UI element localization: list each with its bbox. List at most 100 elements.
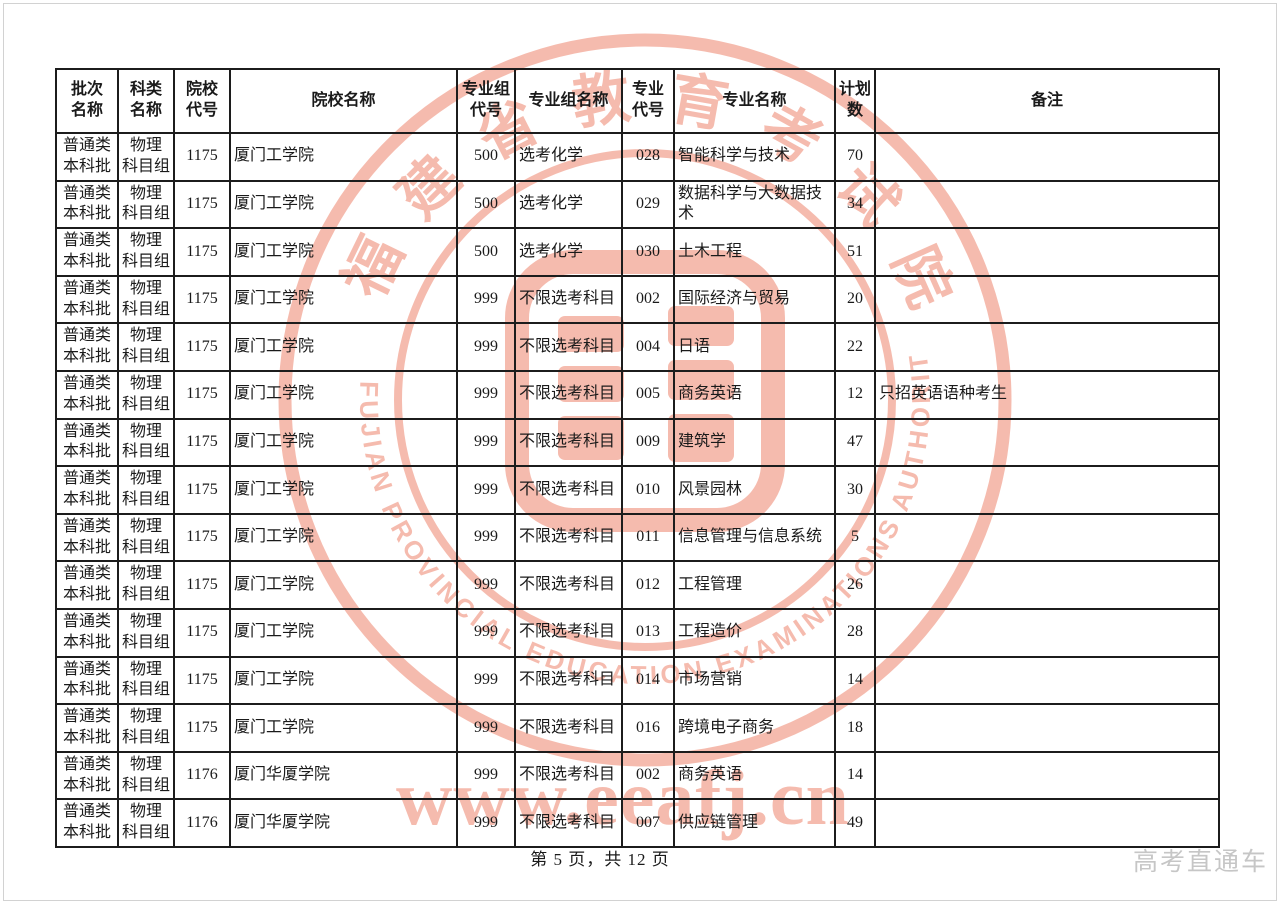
cell-subject: 物理 科目组 bbox=[117, 322, 175, 372]
table-row: 普通类 本科批 物理 科目组 1175 厦门工学院 500 选考化学 030 土木工程 51 bbox=[55, 227, 1220, 277]
cell-school_name: 厦门工学院 bbox=[229, 227, 458, 277]
cell-subject: 物理 科目组 bbox=[117, 655, 175, 706]
cell-major_code: 011 bbox=[621, 512, 675, 563]
cell-major_name: 商务英语 bbox=[673, 369, 836, 420]
cell-remark: 只招英语语种考生 bbox=[874, 369, 1220, 420]
cell-major_name: 国际经济与贸易 bbox=[673, 274, 836, 325]
cell-group_code: 500 bbox=[456, 132, 516, 182]
cell-remark bbox=[874, 750, 1220, 801]
cell-plan_count: 47 bbox=[834, 417, 876, 468]
cell-group_code: 999 bbox=[456, 798, 516, 848]
cell-school_code: 1175 bbox=[173, 703, 231, 753]
cell-plan_count: 14 bbox=[834, 655, 876, 706]
table-row: 普通类 本科批 物理 科目组 1175 厦门工学院 999 不限选考科目 004 日语 22 bbox=[55, 322, 1220, 372]
cell-major_code: 002 bbox=[621, 274, 675, 325]
cell-group_code: 999 bbox=[456, 703, 516, 753]
cell-group_code: 999 bbox=[456, 322, 516, 372]
cell-subject: 物理 科目组 bbox=[117, 274, 175, 325]
cell-group_name: 选考化学 bbox=[514, 227, 623, 277]
cell-school_name: 厦门工学院 bbox=[229, 417, 458, 468]
cell-major_name: 工程管理 bbox=[673, 560, 836, 610]
cell-school_code: 1175 bbox=[173, 465, 231, 515]
header-group-name: 专业组名称 bbox=[514, 68, 623, 134]
cell-remark bbox=[874, 274, 1220, 325]
cell-plan_count: 22 bbox=[834, 322, 876, 372]
table-row: 普通类 本科批 物理 科目组 1175 厦门工学院 999 不限选考科目 010 风景园林 30 bbox=[55, 465, 1220, 515]
admission-plan-table: 批次 名称 科类 名称 院校 代号 院校名称 专业组 代号 专业组名称 专业 代… bbox=[55, 68, 1220, 848]
table-row: 普通类 本科批 物理 科目组 1175 厦门工学院 999 不限选考科目 013 工程造价 28 bbox=[55, 607, 1220, 658]
table-row: 普通类 本科批 物理 科目组 1175 厦门工学院 999 不限选考科目 009 建筑学 47 bbox=[55, 417, 1220, 468]
cell-remark bbox=[874, 322, 1220, 372]
brand-watermark: 高考直通车 bbox=[1132, 848, 1268, 876]
cell-major_code: 012 bbox=[621, 560, 675, 610]
cell-school_code: 1175 bbox=[173, 132, 231, 182]
cell-school_name: 厦门华厦学院 bbox=[229, 798, 458, 848]
cell-major_code: 002 bbox=[621, 750, 675, 801]
cell-major_name: 工程造价 bbox=[673, 607, 836, 658]
cell-school_name: 厦门工学院 bbox=[229, 465, 458, 515]
cell-remark bbox=[874, 655, 1220, 706]
cell-school_code: 1175 bbox=[173, 560, 231, 610]
cell-group_code: 999 bbox=[456, 512, 516, 563]
cell-school_name: 厦门工学院 bbox=[229, 322, 458, 372]
cell-batch: 普通类 本科批 bbox=[55, 274, 119, 325]
cell-major_code: 005 bbox=[621, 369, 675, 420]
cell-group_code: 500 bbox=[456, 227, 516, 277]
cell-plan_count: 49 bbox=[834, 798, 876, 848]
cell-group_name: 不限选考科目 bbox=[514, 560, 623, 610]
cell-remark bbox=[874, 227, 1220, 277]
cell-school_code: 1175 bbox=[173, 607, 231, 658]
cell-school_code: 1175 bbox=[173, 274, 231, 325]
cell-group_name: 选考化学 bbox=[514, 179, 623, 230]
cell-batch: 普通类 本科批 bbox=[55, 798, 119, 848]
cell-group_name: 选考化学 bbox=[514, 132, 623, 182]
cell-plan_count: 20 bbox=[834, 274, 876, 325]
cell-batch: 普通类 本科批 bbox=[55, 227, 119, 277]
cell-major_name: 市场营销 bbox=[673, 655, 836, 706]
cell-school_code: 1175 bbox=[173, 369, 231, 420]
cell-plan_count: 18 bbox=[834, 703, 876, 753]
cell-major_code: 013 bbox=[621, 607, 675, 658]
cell-school_code: 1175 bbox=[173, 417, 231, 468]
cell-remark bbox=[874, 798, 1220, 848]
page-number: 第 5 页，共 12 页 bbox=[530, 850, 670, 869]
cell-plan_count: 51 bbox=[834, 227, 876, 277]
table-row: 普通类 本科批 物理 科目组 1175 厦门工学院 500 选考化学 029 数据科学与大数据… bbox=[55, 179, 1220, 230]
cell-major_name: 土木工程 bbox=[673, 227, 836, 277]
cell-group_name: 不限选考科目 bbox=[514, 607, 623, 658]
cell-subject: 物理 科目组 bbox=[117, 417, 175, 468]
cell-subject: 物理 科目组 bbox=[117, 227, 175, 277]
cell-group_name: 不限选考科目 bbox=[514, 798, 623, 848]
cell-major_code: 004 bbox=[621, 322, 675, 372]
cell-group_code: 999 bbox=[456, 560, 516, 610]
cell-major_name: 商务英语 bbox=[673, 750, 836, 801]
cell-major_name: 建筑学 bbox=[673, 417, 836, 468]
cell-batch: 普通类 本科批 bbox=[55, 179, 119, 230]
cell-subject: 物理 科目组 bbox=[117, 750, 175, 801]
header-batch-name: 批次 名称 bbox=[55, 68, 119, 134]
cell-subject: 物理 科目组 bbox=[117, 465, 175, 515]
cell-remark bbox=[874, 607, 1220, 658]
cell-major_name: 日语 bbox=[673, 322, 836, 372]
cell-group_code: 999 bbox=[456, 750, 516, 801]
cell-plan_count: 12 bbox=[834, 369, 876, 420]
cell-school_name: 厦门华厦学院 bbox=[229, 750, 458, 801]
cell-group_code: 999 bbox=[456, 369, 516, 420]
cell-school_code: 1175 bbox=[173, 655, 231, 706]
cell-major_name: 数据科学与大数据技术 bbox=[673, 179, 836, 230]
cell-major_name: 风景园林 bbox=[673, 465, 836, 515]
cell-subject: 物理 科目组 bbox=[117, 798, 175, 848]
cell-school_name: 厦门工学院 bbox=[229, 179, 458, 230]
cell-major_code: 014 bbox=[621, 655, 675, 706]
cell-group_code: 999 bbox=[456, 274, 516, 325]
cell-group_code: 999 bbox=[456, 607, 516, 658]
cell-major_code: 009 bbox=[621, 417, 675, 468]
table-row: 普通类 本科批 物理 科目组 1175 厦门工学院 999 不限选考科目 012 工程管理 26 bbox=[55, 560, 1220, 610]
header-group-code: 专业组 代号 bbox=[456, 68, 516, 134]
header-remark: 备注 bbox=[874, 68, 1220, 134]
cell-batch: 普通类 本科批 bbox=[55, 465, 119, 515]
cell-school_name: 厦门工学院 bbox=[229, 655, 458, 706]
cell-batch: 普通类 本科批 bbox=[55, 322, 119, 372]
cell-school_name: 厦门工学院 bbox=[229, 703, 458, 753]
